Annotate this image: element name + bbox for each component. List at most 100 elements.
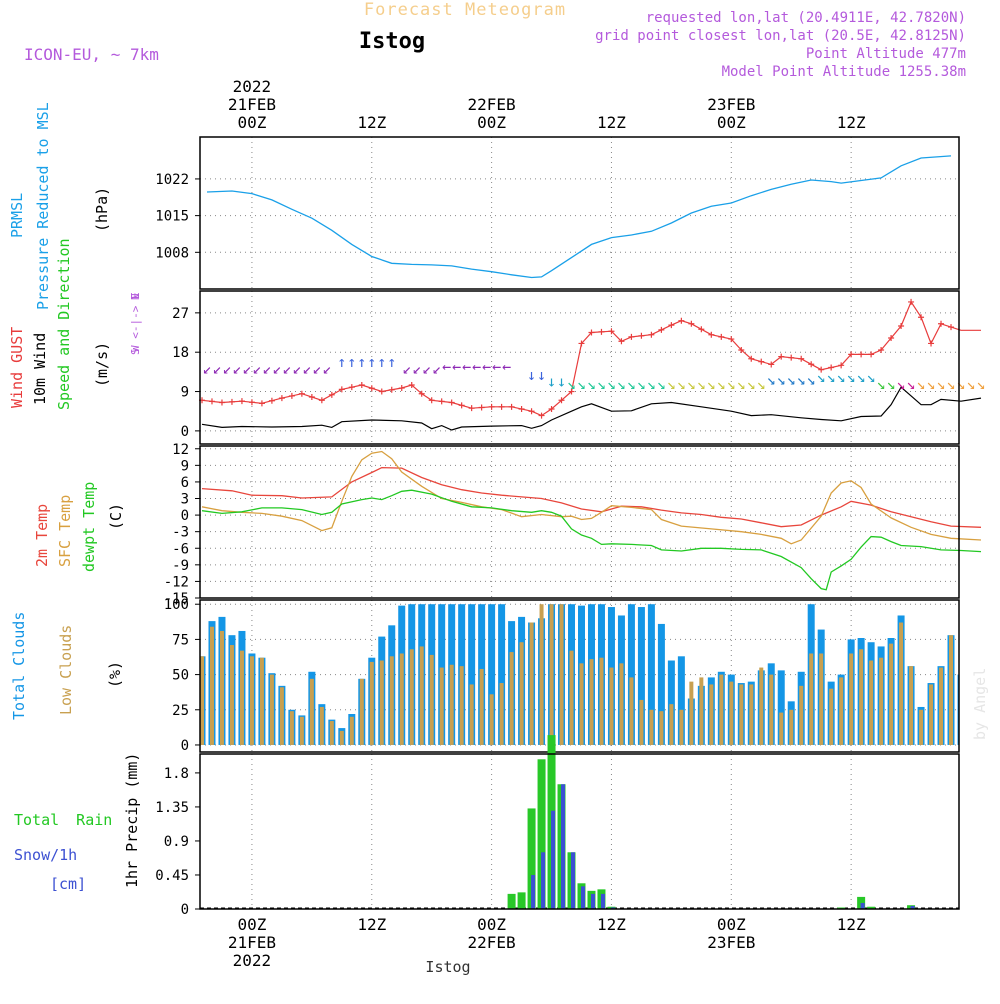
low-cloud-bar (869, 661, 873, 745)
gust-marker (519, 406, 525, 412)
total-rain-label: Total Rain (14, 811, 112, 829)
compass-south: S (129, 348, 142, 355)
wind-direction-arrow: ↙ (292, 360, 301, 378)
low-cloud-bar (759, 668, 763, 745)
gust-marker (698, 326, 704, 332)
low-cloud-bar (689, 682, 693, 745)
wind-direction-arrow: ↘ (817, 368, 826, 386)
wind-direction-arrow: ↘ (707, 375, 716, 393)
percent-label: (%) (106, 661, 124, 688)
low-cloud-bar (350, 717, 354, 745)
gust-marker (299, 391, 305, 397)
watermark: by Angel (971, 668, 989, 740)
snow-bar (561, 784, 565, 909)
gust-marker (948, 324, 954, 330)
total-clouds-label: Total Clouds (10, 612, 28, 720)
gust-marker (429, 397, 435, 403)
gust-marker (758, 359, 764, 365)
compass-horizontal: W <-|-> E (129, 292, 142, 352)
gust-marker (668, 322, 674, 328)
wind-direction-arrow: ↘ (737, 375, 746, 393)
snow-bar (581, 886, 585, 909)
low-cloud-bar (749, 684, 753, 745)
gust-marker (658, 327, 664, 333)
low-cloud-bar (460, 666, 464, 745)
wind-direction-arrow: ↘ (637, 375, 646, 393)
top-time-label: 00Z (477, 113, 506, 132)
gust-marker (529, 408, 535, 414)
low-cloud-bar (829, 689, 833, 745)
gust-marker (269, 398, 275, 404)
bottom-location: Istog (425, 958, 470, 976)
ytick-label: 1015 (155, 209, 189, 225)
low-cloud-bar (570, 651, 574, 745)
low-cloud-bar (320, 707, 324, 745)
low-cloud-bar (230, 645, 234, 745)
low-cloud-bar (240, 651, 244, 745)
wind-direction-arrow: ↘ (607, 375, 616, 393)
ytick-label: 1008 (155, 245, 189, 261)
wind-direction-arrow: ← (482, 357, 491, 375)
wind-direction-arrow: ↑ (357, 353, 366, 371)
wind-direction-arrow: ↘ (877, 375, 886, 393)
bottom-time-label: 00Z (717, 915, 746, 934)
wind-direction-arrow: ↙ (252, 360, 261, 378)
precip-ylabel: 1hr Precip (mm) (123, 753, 141, 888)
wind10m-label: 10m Wind (31, 333, 49, 405)
gust-marker (798, 356, 804, 362)
low-cloud-bar (410, 649, 414, 745)
wind-direction-arrow: ↘ (827, 368, 836, 386)
low-cloud-bar (789, 710, 793, 745)
low-cloud-bar (500, 683, 504, 745)
low-cloud-bar (330, 721, 334, 745)
top-time-label: 12Z (597, 113, 626, 132)
low-cloud-bar (919, 710, 923, 745)
wind-direction-arrow: ← (472, 357, 481, 375)
ytick-label: 0 (181, 508, 189, 524)
dewpt-line (202, 490, 981, 590)
top-time-label: 12Z (357, 113, 386, 132)
wind-direction-arrow: ↙ (272, 360, 281, 378)
bottom-time-label: 12Z (597, 915, 626, 934)
wind-direction-arrow: ↙ (322, 360, 331, 378)
requested-coords: requested lon,lat (20.4911E, 42.7820N) (646, 10, 966, 26)
ytick-label: 9 (181, 458, 189, 474)
gust-marker (918, 314, 924, 320)
low-cloud-bar (260, 658, 264, 745)
chart-content: 100810151022091827↙↙↙↙↙↙↙↙↙↙↙↙↙↑↑↑↑↑↑↙↙↙… (155, 77, 985, 970)
ytick-label: -3 (172, 525, 189, 541)
ytick-label: 27 (172, 306, 189, 322)
low-cloud-bar (609, 668, 613, 745)
gust-marker (808, 361, 814, 367)
wind-direction-arrow: ↘ (627, 375, 636, 393)
ytick-label: 1.35 (155, 800, 189, 816)
cm-label: [cm] (50, 875, 86, 893)
ytick-label: -9 (172, 558, 189, 574)
wind-direction-arrow: ↘ (697, 375, 706, 393)
low-cloud-bar (220, 631, 224, 745)
wind-direction-arrow: ↘ (717, 375, 726, 393)
ms-label: (m/s) (93, 342, 111, 387)
bottom-date-label: 23FEB (707, 933, 755, 952)
low-cloud-bar (560, 604, 564, 745)
top-time-label: 12Z (837, 113, 866, 132)
top-date-label: 21FEB (228, 95, 276, 114)
gust-marker (359, 382, 365, 388)
wind-direction-arrow: ↘ (787, 370, 796, 388)
wind-direction-arrow: ↑ (387, 353, 396, 371)
wind-direction-arrow: ↘ (617, 375, 626, 393)
gust-marker (209, 398, 215, 404)
wind-direction-arrow: ↘ (567, 375, 576, 393)
wind-direction-arrow: ↑ (347, 353, 356, 371)
low-cloud-bar (380, 661, 384, 745)
top-date-label: 22FEB (468, 95, 516, 114)
model-altitude: Model Point Altitude 1255.38m (722, 64, 966, 80)
gust-marker (489, 404, 495, 410)
snow-bar (551, 811, 555, 909)
sfc-temp-label: SFC Temp (56, 495, 74, 567)
wind-direction-arrow: ↘ (887, 375, 896, 393)
wind-direction-arrow: ↘ (577, 375, 586, 393)
wind-direction-arrow: ↙ (412, 360, 421, 378)
